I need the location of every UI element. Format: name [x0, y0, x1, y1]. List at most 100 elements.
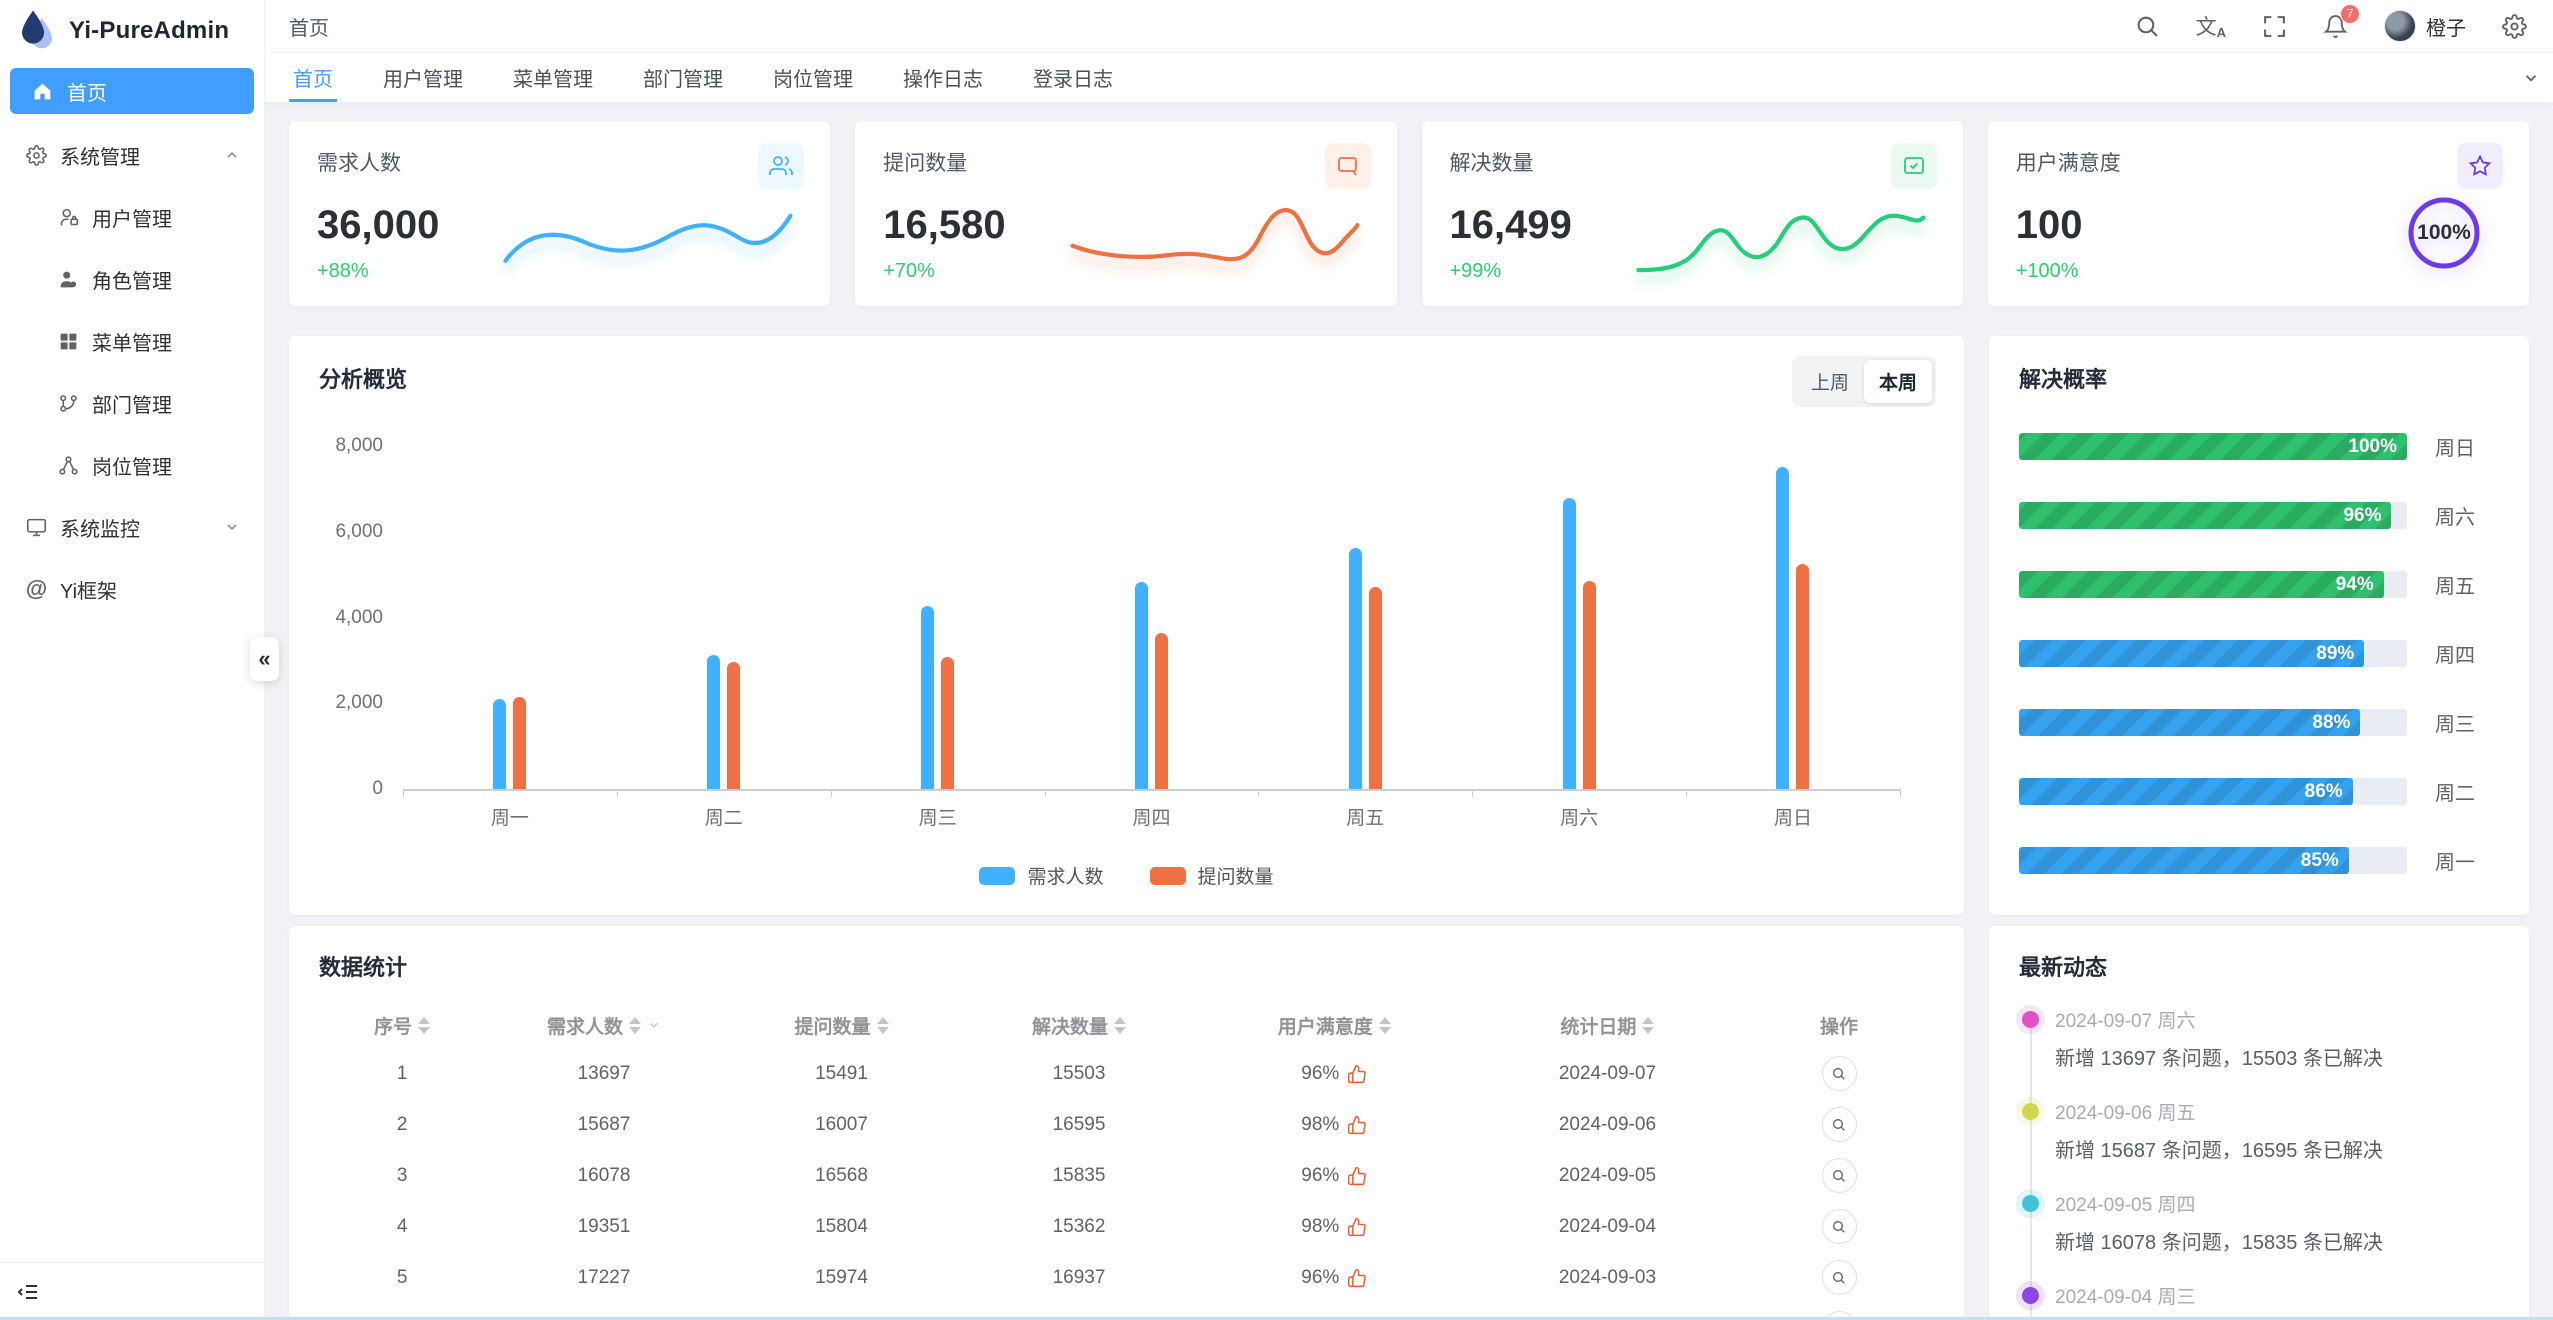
notifications-button[interactable]: 7	[2323, 3, 2360, 39]
sort-carets-icon[interactable]	[1642, 1016, 1655, 1034]
card-value: 16,580	[883, 203, 1006, 247]
progress-value: 96%	[2343, 504, 2382, 526]
menu-fold-button[interactable]	[16, 1279, 42, 1305]
thumbs-up-icon	[1348, 1268, 1367, 1287]
sort-carets-icon[interactable]	[629, 1016, 641, 1034]
bar-questions[interactable]	[727, 661, 741, 789]
cell-no: 2	[396, 1113, 408, 1135]
sort-carets-icon[interactable]	[1114, 1016, 1126, 1034]
cell-date: 2024-09-04	[1558, 1215, 1657, 1237]
bar-questions[interactable]	[941, 656, 955, 789]
app-logo[interactable]: Yi-PureAdmin	[0, 0, 264, 62]
sidebar-item-label: 用户管理	[92, 208, 172, 231]
bar-demand[interactable]	[707, 654, 721, 789]
tab-menu-management[interactable]: 菜单管理	[513, 69, 593, 91]
tabs-more-button[interactable]	[2509, 53, 2553, 102]
sidebar-item-post-management[interactable]: 岗位管理	[0, 434, 264, 496]
sidebar-item-system-monitor[interactable]: 系统监控	[0, 496, 264, 558]
view-row-button[interactable]	[1821, 1107, 1857, 1142]
bar-questions[interactable]	[1154, 632, 1168, 789]
sidebar-item-menu-management[interactable]: 菜单管理	[0, 310, 264, 372]
x-label: 周六	[1560, 808, 1599, 829]
timeline-date: 2024-09-07 周六	[2055, 1011, 2196, 1032]
main-area: 首页 文A 7 橙子	[265, 0, 2553, 1320]
legend-label: 提问数量	[1197, 867, 1274, 888]
progress-value: 100%	[2348, 435, 2397, 457]
tab-post-management[interactable]: 岗位管理	[773, 69, 853, 91]
chat-icon	[1324, 143, 1371, 189]
search-button[interactable]	[2135, 14, 2160, 39]
progress-value: 94%	[2335, 573, 2374, 595]
timeline-text: 新增 13697 条问题，15503 条已解决	[2055, 1048, 2383, 1070]
stat-card-solved: 解决数量 16,499 +99%	[1421, 121, 1963, 306]
ring-label: 100%	[2417, 221, 2471, 244]
tab-user-management[interactable]: 用户管理	[383, 69, 463, 91]
column-header-solved[interactable]: 解决数量	[960, 1012, 1198, 1039]
breadcrumb[interactable]: 首页	[289, 17, 329, 40]
view-row-button[interactable]	[1821, 1209, 1857, 1244]
sidebar-item-home[interactable]: 首页	[10, 68, 254, 114]
cell-date: 2024-09-03	[1558, 1266, 1657, 1288]
fullscreen-button[interactable]	[2262, 14, 2287, 39]
bar-questions[interactable]	[513, 696, 527, 789]
progress-fill: 94%	[2019, 571, 2384, 598]
sidebar-collapse-button[interactable]: «	[250, 637, 279, 681]
settings-button[interactable]	[2502, 13, 2527, 39]
sidebar-item-department-management[interactable]: 部门管理	[0, 372, 264, 434]
filter-chevron-icon[interactable]	[647, 1018, 661, 1032]
bar-demand[interactable]	[1776, 466, 1790, 789]
week-toggle: 上周 本周	[1791, 356, 1936, 407]
timeline-line	[2030, 1018, 2032, 1320]
bar-demand[interactable]	[1134, 581, 1148, 789]
sidebar-item-system-management[interactable]: 系统管理	[0, 124, 264, 186]
progress-track: 86%	[2019, 778, 2407, 805]
tab-home[interactable]: 首页	[289, 53, 337, 102]
column-header-satisfaction[interactable]: 用户满意度	[1198, 1012, 1471, 1039]
sidebar-item-yi-framework[interactable]: @ Yi框架	[0, 558, 264, 620]
sidebar-item-label: 部门管理	[92, 394, 172, 417]
last-week-button[interactable]: 上周	[1796, 360, 1864, 403]
satisfaction-ring: 100%	[2405, 194, 2483, 272]
column-header-questions[interactable]: 提问数量	[723, 1012, 961, 1039]
sidebar-item-label: 菜单管理	[92, 332, 172, 355]
language-button[interactable]: 文A	[2196, 11, 2226, 41]
progress-track: 96%	[2019, 502, 2407, 529]
user-menu[interactable]: 橙子	[2384, 10, 2466, 42]
timeline-entry: 2024-09-06 周五 新增 15687 条问题，16595 条已解决	[2019, 1098, 2499, 1163]
bar-questions[interactable]	[1368, 587, 1382, 789]
view-row-button[interactable]	[1821, 1056, 1857, 1091]
tab-login-log[interactable]: 登录日志	[1033, 69, 1113, 91]
tab-department-management[interactable]: 部门管理	[643, 69, 723, 91]
bar-demand[interactable]	[1348, 548, 1362, 789]
view-row-button[interactable]	[1821, 1158, 1857, 1193]
bar-questions[interactable]	[1796, 563, 1810, 789]
timeline-text: 新增 16078 条问题，15835 条已解决	[2055, 1232, 2383, 1254]
magnifier-icon	[1833, 1271, 1845, 1284]
sidebar-item-role-management[interactable]: 角色管理	[0, 248, 264, 310]
bar-demand[interactable]	[921, 605, 935, 789]
cell-satisfaction: 98%	[1198, 1114, 1471, 1136]
tab-operation-log[interactable]: 操作日志	[903, 69, 983, 91]
view-row-button[interactable]	[1821, 1260, 1857, 1295]
bar-questions[interactable]	[1582, 581, 1596, 789]
cell-demand: 17227	[577, 1266, 631, 1288]
panel-title: 分析概览	[319, 367, 408, 392]
navbar-actions: 文A 7 橙子	[2135, 3, 2527, 42]
column-header-date[interactable]: 统计日期	[1471, 1012, 1744, 1039]
legend-label: 需求人数	[1027, 867, 1104, 888]
column-header-demand[interactable]: 需求人数	[485, 1012, 723, 1039]
legend-item-questions[interactable]: 提问数量	[1149, 862, 1274, 889]
bar-demand[interactable]	[493, 698, 507, 789]
sidebar-item-user-management[interactable]: 用户管理	[0, 186, 264, 248]
sort-carets-icon[interactable]	[1378, 1016, 1391, 1034]
timeline-dot	[2022, 1195, 2039, 1212]
bar-demand[interactable]	[1562, 497, 1576, 789]
star-icon	[2457, 143, 2503, 189]
progress-track: 85%	[2019, 847, 2407, 874]
column-header-no[interactable]: 序号	[319, 1012, 485, 1039]
legend-item-demand[interactable]: 需求人数	[979, 862, 1104, 889]
sort-carets-icon[interactable]	[418, 1016, 431, 1034]
this-week-button[interactable]: 本周	[1863, 360, 1932, 403]
notification-badge: 7	[2340, 3, 2360, 24]
sort-carets-icon[interactable]	[876, 1016, 889, 1034]
